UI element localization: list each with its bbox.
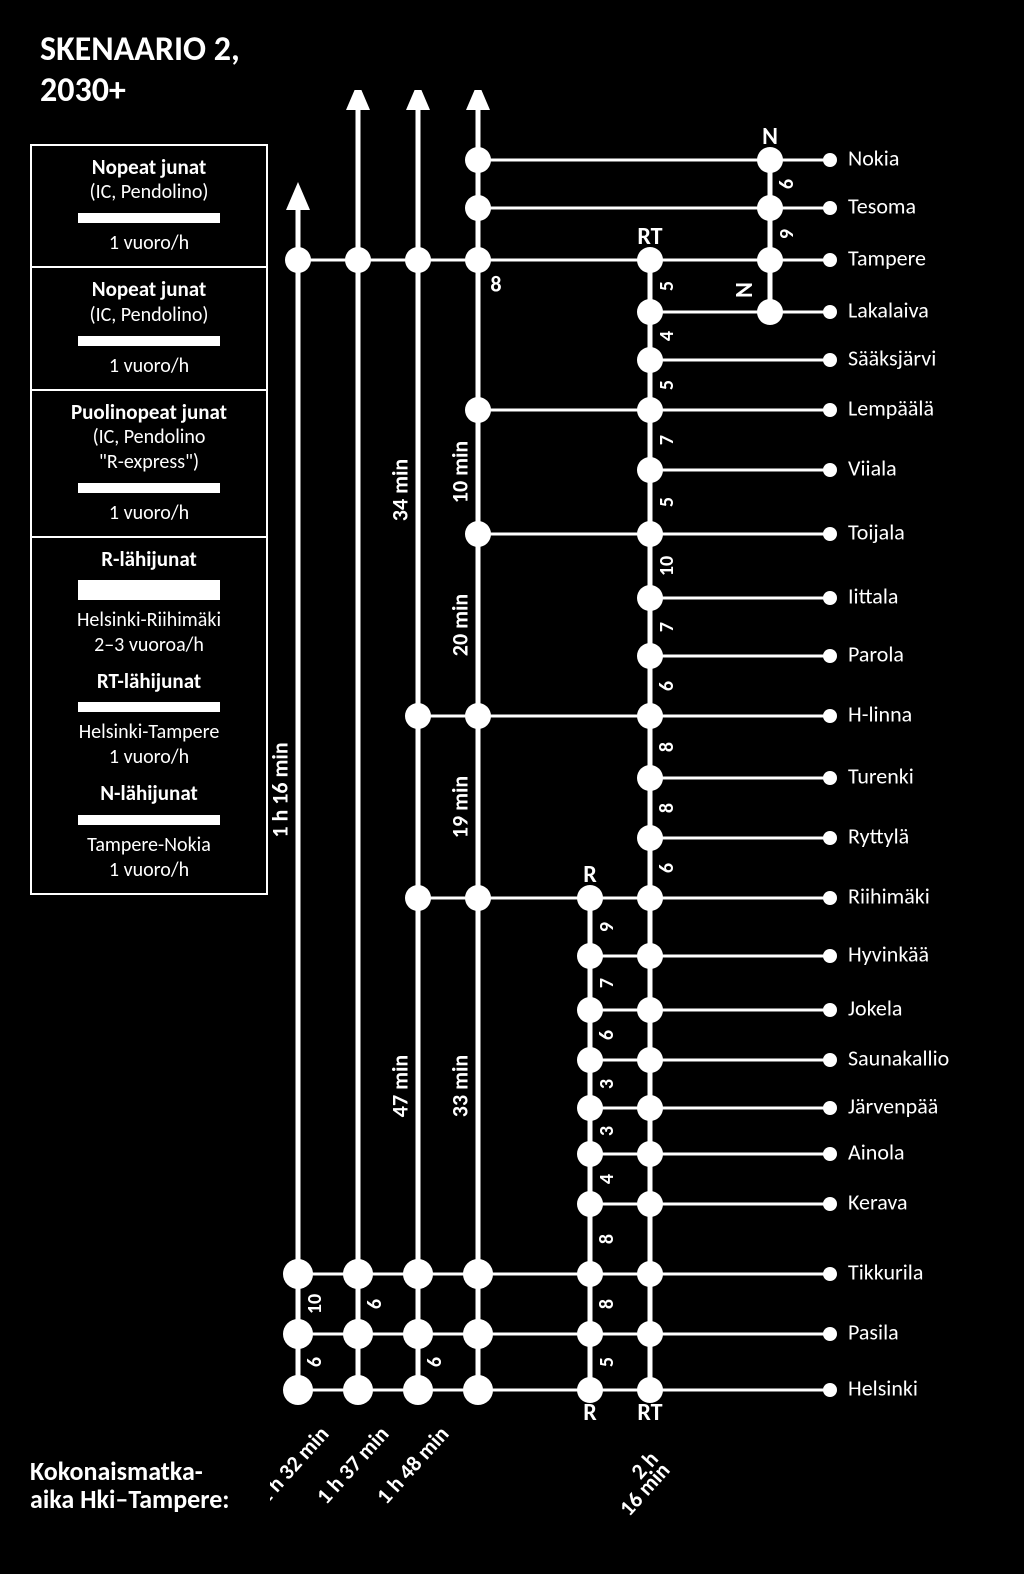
- page-title: SKENAARIO 2, 2030+: [40, 30, 240, 112]
- svg-text:8: 8: [655, 742, 679, 752]
- svg-text:9: 9: [775, 229, 799, 239]
- svg-text:8: 8: [595, 1234, 619, 1244]
- svg-text:6: 6: [423, 1357, 447, 1367]
- svg-text:8: 8: [490, 270, 501, 297]
- svg-text:6: 6: [595, 1030, 619, 1040]
- svg-text:6: 6: [655, 681, 679, 691]
- station-label: Tesoma: [848, 192, 916, 219]
- station-label: Ryttylä: [848, 822, 909, 849]
- svg-text:33 min: 33 min: [446, 1055, 473, 1117]
- station-label: Lempäälä: [848, 394, 934, 421]
- svg-text:9: 9: [595, 922, 619, 932]
- bottom-caption: Kokonaismatka- aika Hki–Tampere:: [30, 1457, 229, 1514]
- line-id: RT: [637, 222, 662, 251]
- svg-text:6: 6: [655, 863, 679, 873]
- station-label: Saunakallio: [848, 1044, 949, 1071]
- svg-text:4: 4: [595, 1174, 619, 1184]
- station-label: Hyvinkää: [848, 940, 929, 967]
- diagram: Nokia Tesoma Tampere Lakalaiva Sääksjärvi Lem…: [270, 90, 1000, 1550]
- svg-text:10: 10: [655, 556, 679, 576]
- station-label: Jokela: [848, 994, 902, 1021]
- station-label: Kerava: [848, 1188, 908, 1215]
- svg-text:19 min: 19 min: [446, 776, 473, 838]
- svg-text:1 h 16 min: 1 h 16 min: [270, 742, 293, 837]
- station-label: Turenki: [848, 762, 914, 789]
- svg-text:6: 6: [303, 1357, 327, 1367]
- station-label: Iittala: [848, 582, 898, 609]
- svg-text:6: 6: [363, 1299, 387, 1309]
- station-label: Nokia: [848, 144, 899, 171]
- svg-text:8: 8: [655, 803, 679, 813]
- svg-text:4: 4: [655, 331, 679, 341]
- station-label: Lakalaiva: [848, 296, 929, 323]
- station-label: Viiala: [848, 454, 897, 481]
- legend: Nopeat junat (IC, Pendolino) 1 vuoro/h N…: [30, 144, 268, 895]
- svg-text:6: 6: [775, 179, 799, 189]
- station-label: Järvenpää: [848, 1092, 938, 1119]
- svg-text:5: 5: [655, 281, 679, 291]
- station-label: Toijala: [848, 518, 905, 545]
- svg-text:47 min: 47 min: [386, 1055, 413, 1117]
- legend-entry: Nopeat junat (IC, Pendolino) 1 vuoro/h: [30, 268, 268, 390]
- svg-text:N: N: [730, 282, 759, 298]
- station-label: Tikkurila: [848, 1258, 923, 1285]
- line-id: N: [762, 122, 778, 151]
- svg-text:3: 3: [595, 1126, 619, 1136]
- svg-text:10 min: 10 min: [446, 441, 473, 503]
- svg-text:5: 5: [595, 1357, 619, 1367]
- legend-entry: Puolinopeat junat (IC, Pendolino"R-expre…: [30, 391, 268, 538]
- svg-text:7: 7: [595, 978, 619, 988]
- svg-text:7: 7: [655, 435, 679, 445]
- station-label: Helsinki: [848, 1374, 918, 1401]
- station-label: Sääksjärvi: [848, 344, 936, 371]
- svg-text:10: 10: [303, 1294, 327, 1314]
- station-label: Ainola: [848, 1138, 905, 1165]
- line-id: R: [583, 860, 597, 889]
- svg-text:8: 8: [595, 1299, 619, 1309]
- station-label: Riihimäki: [848, 882, 930, 909]
- station-label: H-linna: [848, 700, 912, 727]
- svg-text:20 min: 20 min: [446, 594, 473, 656]
- legend-entry: R-lähijunat Helsinki-Riihimäki 2–3 vuoro…: [30, 538, 268, 895]
- line-id: R: [583, 1398, 597, 1427]
- svg-text:3: 3: [595, 1079, 619, 1089]
- station-label: Parola: [848, 640, 904, 667]
- svg-text:5: 5: [655, 380, 679, 390]
- svg-text:34 min: 34 min: [386, 459, 413, 521]
- line-id: RT: [637, 1398, 662, 1427]
- station-label: Tampere: [848, 244, 926, 271]
- svg-text:7: 7: [655, 622, 679, 632]
- station-label: Pasila: [848, 1318, 899, 1345]
- svg-text:5: 5: [655, 497, 679, 507]
- legend-entry: Nopeat junat (IC, Pendolino) 1 vuoro/h: [30, 144, 268, 268]
